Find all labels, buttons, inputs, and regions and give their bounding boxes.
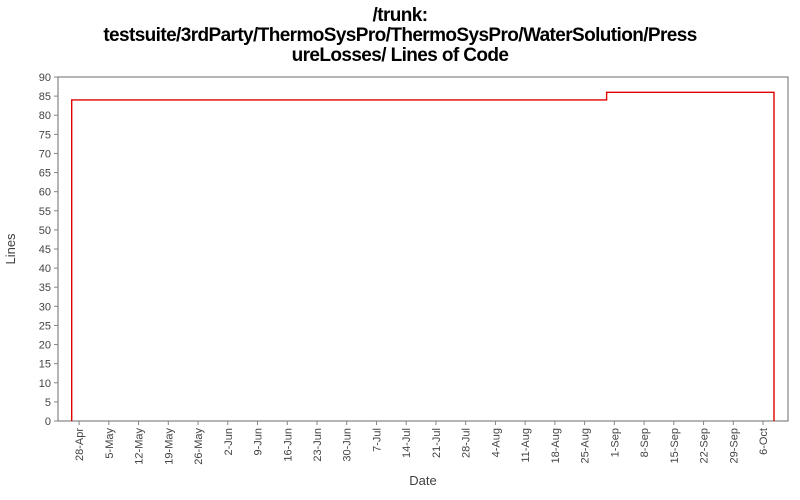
y-axis-tick-label: 20 — [39, 340, 51, 352]
y-axis-tick-label: 0 — [45, 416, 51, 428]
x-axis-tick-label: 15-Sep — [669, 428, 681, 463]
y-axis-tick-label: 10 — [39, 378, 51, 390]
x-axis-tick-label: 8-Sep — [639, 428, 651, 457]
x-axis-tick-label: 18-Aug — [550, 428, 562, 463]
y-axis-tick-label: 15 — [39, 359, 51, 371]
x-axis-tick-label: 30-Jun — [342, 428, 354, 462]
x-axis-tick-label: 1-Sep — [609, 428, 621, 457]
x-axis-tick-label: 11-Aug — [520, 428, 532, 463]
x-axis-tick-label: 21-Jul — [431, 428, 443, 458]
x-axis-tick-label: 26-May — [193, 428, 205, 465]
x-axis-tick-label: 2-Jun — [223, 428, 235, 456]
y-axis-tick-label: 70 — [39, 148, 51, 160]
x-axis-tick-label: 7-Jul — [371, 428, 383, 452]
x-axis-tick-label: 28-Apr — [74, 428, 86, 461]
x-axis-tick-label: 12-May — [134, 428, 146, 465]
y-axis-tick-label: 85 — [39, 91, 51, 103]
x-axis-tick-label: 16-Jun — [282, 428, 294, 462]
x-axis-tick-label: 4-Aug — [490, 428, 502, 457]
chart-title-line-3: ureLosses/ Lines of Code — [291, 45, 509, 66]
x-axis-tick-label: 22-Sep — [699, 428, 711, 463]
y-axis-tick-label: 5 — [45, 397, 51, 409]
plot-border — [57, 76, 789, 422]
y-axis-tick-label: 45 — [39, 244, 51, 256]
y-axis-tick-label: 25 — [39, 320, 51, 332]
y-axis-tick-label: 30 — [39, 301, 51, 313]
x-axis-tick-label: 6-Oct — [758, 428, 770, 455]
y-axis-tick-label: 55 — [39, 206, 51, 218]
y-axis-tick-label: 50 — [39, 225, 51, 237]
y-axis-title: Lines — [3, 233, 18, 265]
chart-title-line-1: /trunk: — [372, 5, 429, 26]
series-line-lines-of-code — [71, 91, 775, 421]
y-axis-tick-label: 65 — [39, 168, 51, 180]
x-axis-tick-label: 28-Jul — [461, 428, 473, 458]
x-axis-tick-label: 5-May — [104, 428, 116, 459]
x-axis-tick-label: 19-May — [163, 428, 175, 465]
y-axis-tick-label: 60 — [39, 187, 51, 199]
y-axis-tick-label: 35 — [39, 282, 51, 294]
chart-title-line-2: testsuite/3rdParty/ThermoSysPro/ThermoSy… — [103, 25, 697, 46]
chart-title: /trunk: testsuite/3rdParty/ThermoSysPro/… — [0, 6, 800, 66]
y-axis-tick-label: 75 — [39, 129, 51, 141]
x-axis-tick-label: 9-Jun — [253, 428, 265, 456]
x-axis-title: Date — [409, 473, 436, 488]
y-axis-tick-label: 90 — [39, 72, 51, 84]
x-axis-tick-label: 29-Sep — [728, 428, 740, 463]
x-axis-tick-label: 25-Aug — [580, 428, 592, 463]
x-axis-tick-label: 14-Jul — [401, 428, 413, 458]
y-axis-tick-label: 40 — [39, 263, 51, 275]
x-axis-tick-label: 23-Jun — [312, 428, 324, 462]
y-axis-tick-label: 80 — [39, 110, 51, 122]
